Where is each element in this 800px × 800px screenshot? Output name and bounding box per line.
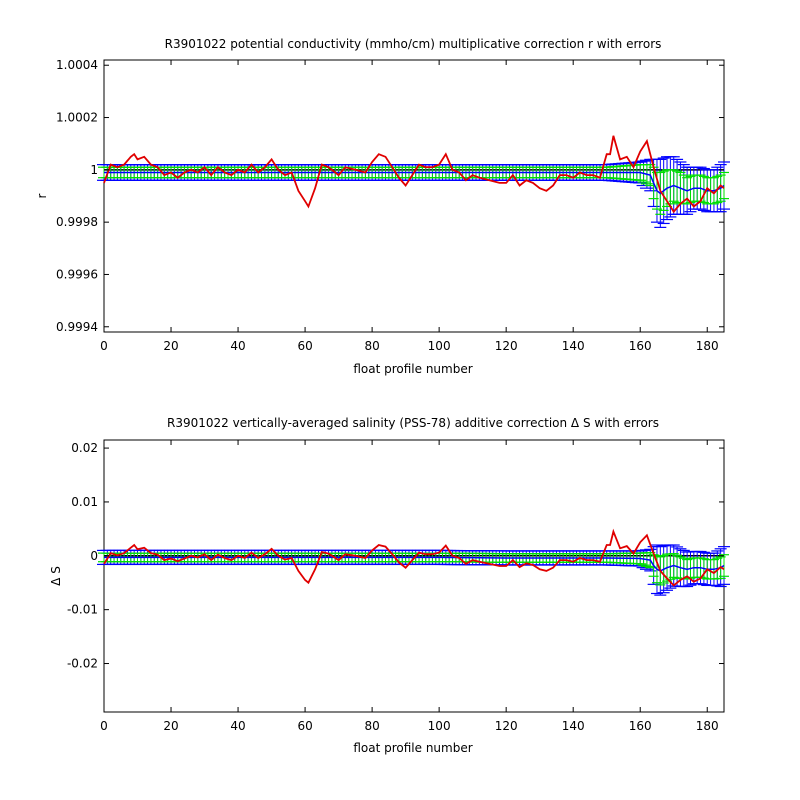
chart-title-delta-s: R3901022 vertically-averaged salinity (P… [167, 416, 659, 430]
marks-delta-s [97, 528, 730, 596]
x-tick-label-delta-s: 140 [562, 719, 585, 733]
y-tick-label-r: 0.9998 [56, 215, 98, 229]
x-ticks-r: 0 20 40 60 80 100 120 140 160 180 [100, 60, 719, 353]
x-tick-label-r: 0 [100, 339, 108, 353]
x-tick-label-delta-s: 0 [100, 719, 108, 733]
y-tick-label-r: 1 [90, 163, 98, 177]
plot-area-r [103, 59, 725, 333]
x-axis-label-r: float profile number [353, 362, 472, 376]
y-ticks-delta-s: -0.02 -0.01 0 0.01 0.02 [67, 441, 724, 671]
y-axis-label-delta-s: Δ S [49, 566, 63, 586]
x-tick-label-r: 140 [562, 339, 585, 353]
x-tick-label-delta-s: 60 [297, 719, 312, 733]
x-tick-label-r: 120 [495, 339, 518, 353]
x-axis-label-delta-s: float profile number [353, 741, 472, 755]
raw-correction-line-delta-s [103, 528, 725, 587]
x-tick-label-r: 180 [696, 339, 719, 353]
y-tick-label-delta-s: 0 [90, 549, 98, 563]
marks-r [97, 135, 730, 228]
plot-area-delta-s [103, 439, 725, 713]
y-tick-label-r: 0.9996 [56, 267, 98, 281]
y-tick-label-r: 1.0002 [56, 111, 98, 125]
raw-correction-line-r [103, 135, 725, 214]
x-tick-label-delta-s: 20 [163, 719, 178, 733]
x-tick-label-delta-s: 40 [230, 719, 245, 733]
y-tick-label-delta-s: -0.01 [67, 603, 98, 617]
y-tick-label-delta-s: 0.02 [71, 441, 98, 455]
x-tick-label-r: 40 [230, 339, 245, 353]
y-tick-label-delta-s: -0.02 [67, 657, 98, 671]
x-tick-label-delta-s: 100 [428, 719, 451, 733]
panel-delta-s: R3901022 vertically-averaged salinity (P… [49, 416, 730, 755]
x-tick-label-delta-s: 80 [364, 719, 379, 733]
y-axis-label-r: r [35, 193, 49, 198]
x-tick-label-r: 160 [629, 339, 652, 353]
x-tick-label-delta-s: 160 [629, 719, 652, 733]
y-tick-label-r: 1.0004 [56, 58, 98, 72]
chart-title-r: R3901022 potential conductivity (mmho/cm… [165, 37, 662, 51]
x-tick-label-delta-s: 180 [696, 719, 719, 733]
y-tick-label-delta-s: 0.01 [71, 495, 98, 509]
y-ticks-r: 0.9994 0.9996 0.9998 1 1.0002 1.0004 [56, 58, 724, 334]
x-tick-label-r: 80 [364, 339, 379, 353]
y-tick-label-r: 0.9994 [56, 320, 98, 334]
mapped-correction-line-r [104, 171, 725, 195]
x-tick-label-r: 20 [163, 339, 178, 353]
panel-r: R3901022 potential conductivity (mmho/cm… [35, 37, 730, 376]
x-tick-label-r: 60 [297, 339, 312, 353]
x-tick-label-r: 100 [428, 339, 451, 353]
x-tick-label-delta-s: 120 [495, 719, 518, 733]
x-ticks-delta-s: 0 20 40 60 80 100 120 140 160 180 [100, 440, 719, 733]
